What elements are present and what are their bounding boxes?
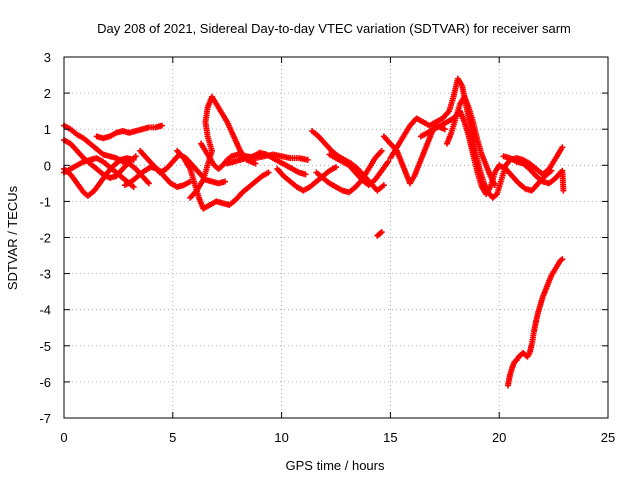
data-point <box>145 180 152 187</box>
data-point <box>130 156 137 163</box>
data-point <box>158 122 165 129</box>
y-tick-label: 0 <box>44 158 51 173</box>
data-points <box>61 75 567 389</box>
data-point <box>302 171 309 178</box>
y-tick-label: -1 <box>39 194 51 209</box>
series-track-l <box>274 164 339 194</box>
data-point <box>132 153 139 160</box>
series-track-n <box>313 147 385 196</box>
axis-ticks: 0 5 10 15 20 25 -7 -6 -5 -4 -3 -2 -1 0 1 2 3 <box>39 50 615 445</box>
series-track-g <box>137 147 229 187</box>
x-tick-label: 5 <box>169 430 176 445</box>
data-point <box>252 160 259 167</box>
y-tick-label: 3 <box>44 50 51 65</box>
y-tick-label: -6 <box>39 375 51 390</box>
x-tick-label: 20 <box>492 430 506 445</box>
x-tick-label: 10 <box>274 430 288 445</box>
x-tick-label: 15 <box>383 430 397 445</box>
data-point <box>304 156 311 163</box>
data-point <box>333 164 339 171</box>
y-axis-label: SDTVAR / TECUs <box>5 185 20 290</box>
y-tick-label: 2 <box>44 86 51 101</box>
data-point <box>385 158 392 165</box>
y-tick-label: -3 <box>39 267 51 282</box>
data-point <box>441 126 448 133</box>
data-point <box>560 187 567 194</box>
data-point <box>559 144 566 151</box>
data-point <box>558 257 565 264</box>
data-point <box>130 183 137 190</box>
series-track-t <box>443 93 498 189</box>
data-point <box>559 256 566 263</box>
y-tick-label: -5 <box>39 339 51 354</box>
series-track-o <box>326 151 392 189</box>
x-axis-label: GPS time / hours <box>286 458 385 473</box>
data-point <box>378 147 385 154</box>
data-point <box>377 229 384 236</box>
y-tick-label: -4 <box>39 303 51 318</box>
y-tick-label: -2 <box>39 231 51 246</box>
data-point <box>222 178 229 185</box>
series-track-v <box>504 256 566 389</box>
x-tick-label: 25 <box>601 430 615 445</box>
data-point <box>265 169 272 176</box>
chart-title: Day 208 of 2021, Sidereal Day-to-day VTE… <box>97 21 571 36</box>
data-point <box>548 167 555 174</box>
series-track-u <box>500 153 567 194</box>
series-track-p <box>374 229 385 239</box>
series-track-k <box>224 149 309 178</box>
data-point <box>378 229 385 236</box>
data-point <box>380 182 387 189</box>
data-point <box>491 182 498 189</box>
y-tick-label: 1 <box>44 122 51 137</box>
y-tick-label: -7 <box>39 411 51 426</box>
series-track-s <box>417 108 555 198</box>
series-track-e <box>93 122 165 142</box>
x-tick-label: 0 <box>60 430 67 445</box>
